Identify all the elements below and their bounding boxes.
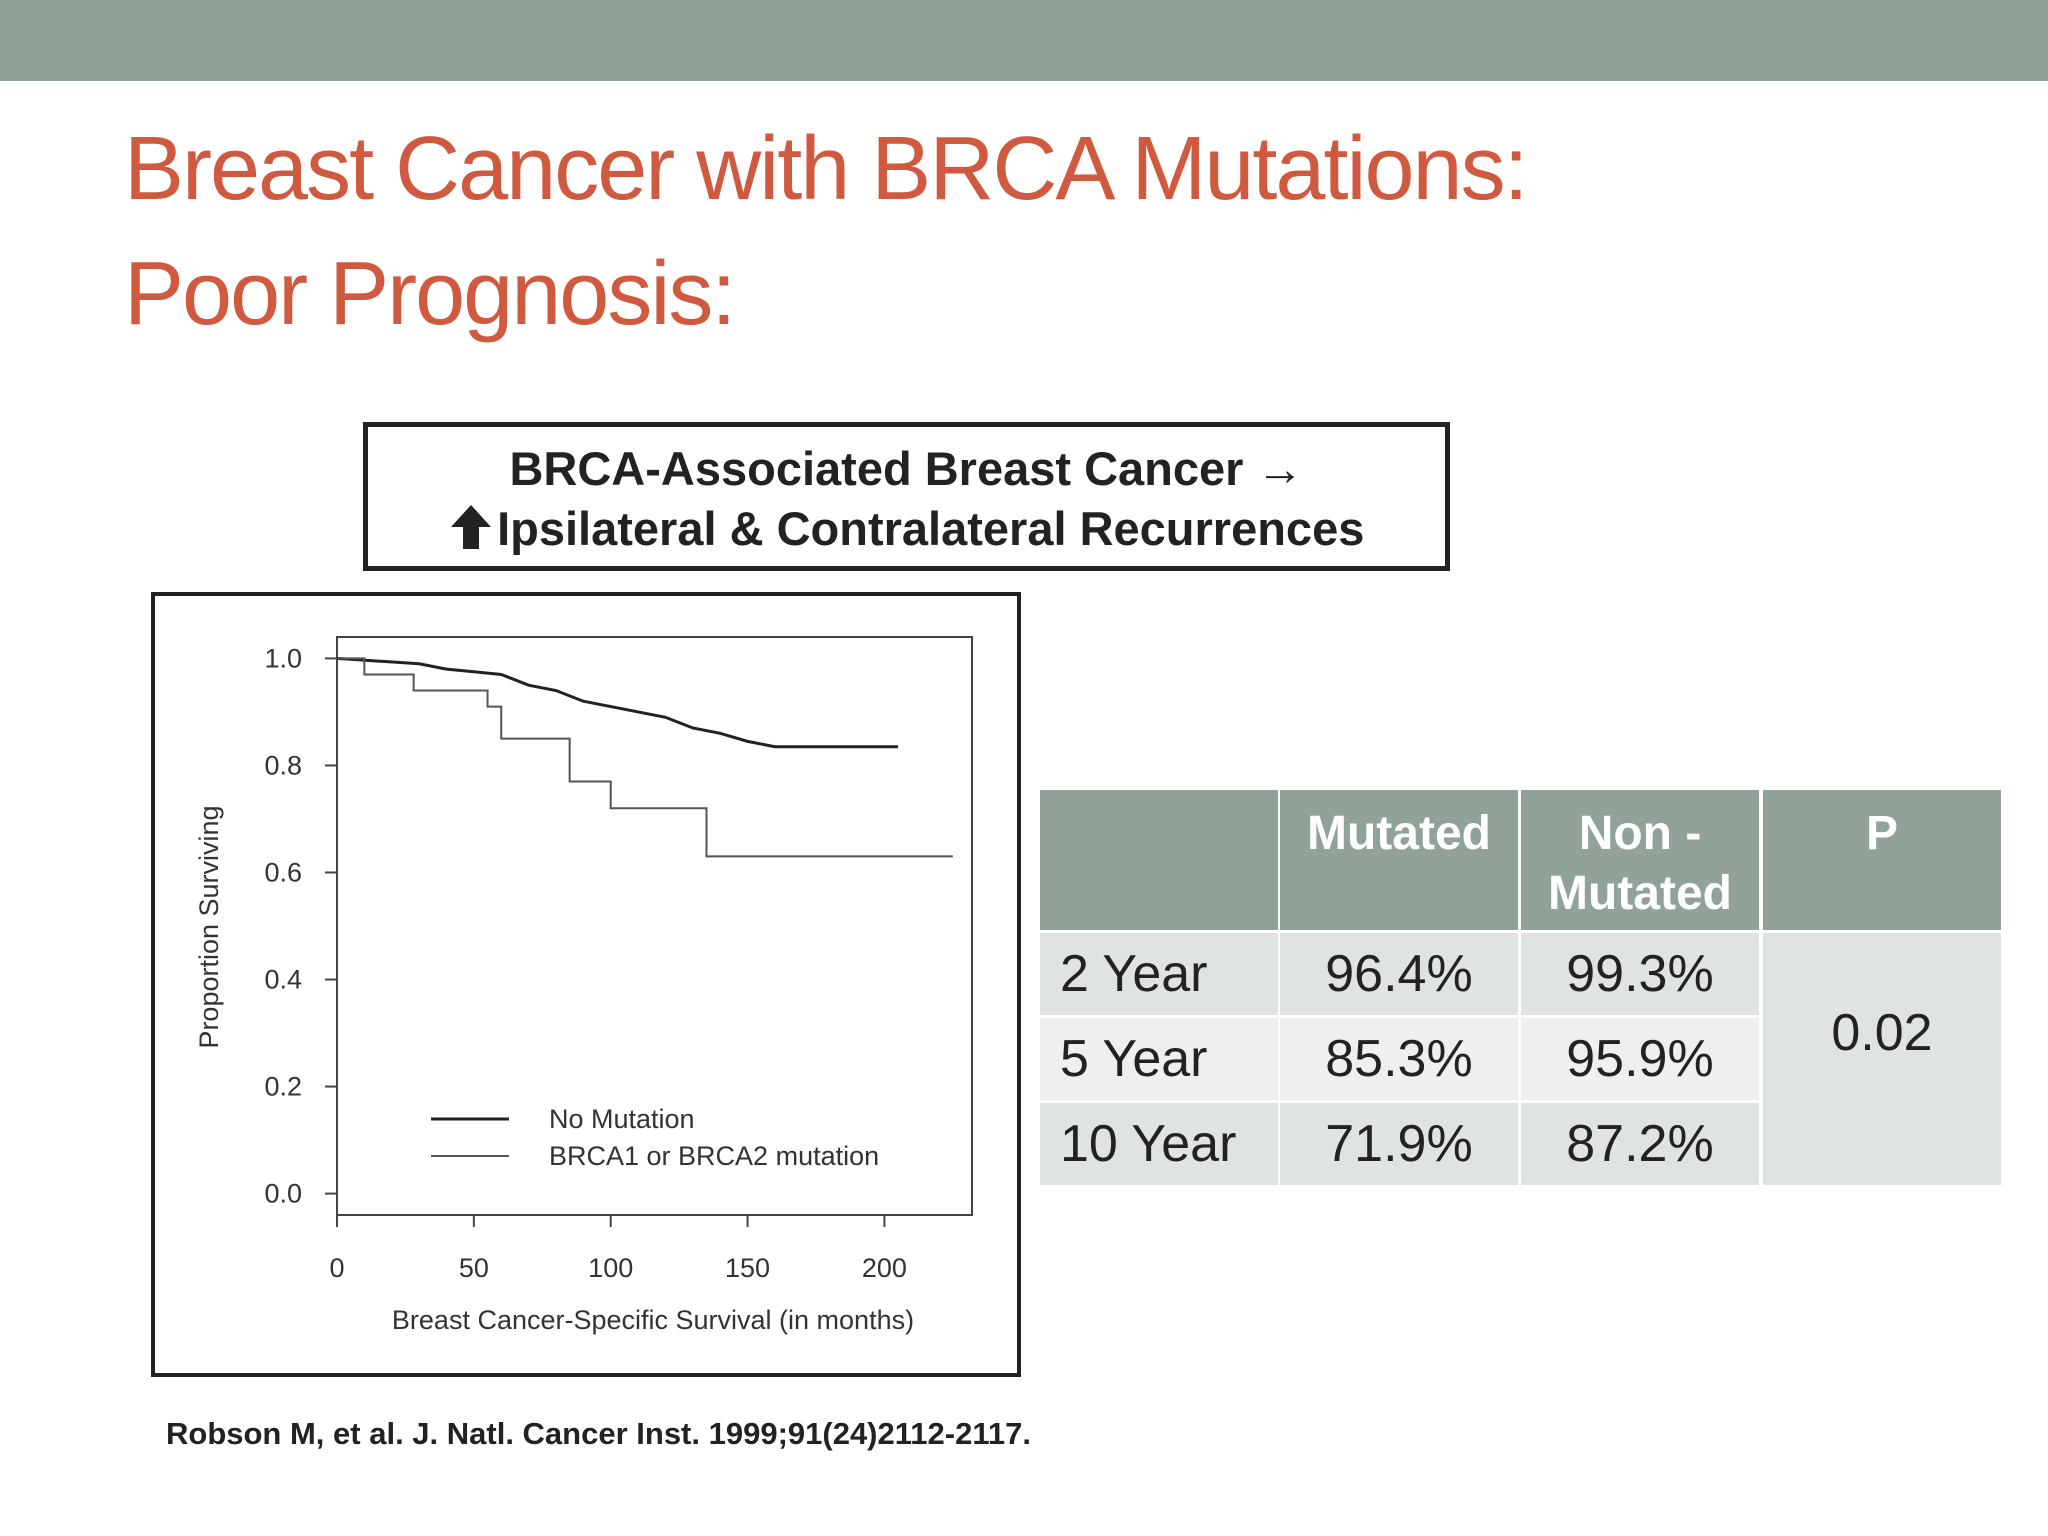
y-axis-title: Proportion Surviving: [194, 805, 224, 1048]
row-label: 5 Year: [1040, 1018, 1278, 1100]
p-value-cell: 0.02: [1763, 933, 2001, 1185]
value-cell: 71.9%: [1280, 1103, 1518, 1185]
up-arrow-icon: [450, 505, 491, 549]
callout-box: BRCA-Associated Breast Cancer → Ipsilate…: [363, 422, 1450, 571]
title-line: Poor Prognosis:: [124, 244, 736, 344]
value-cell: 85.3%: [1280, 1018, 1518, 1100]
y-tick-label: 0.4: [264, 965, 302, 995]
chart-frame: [151, 592, 1021, 1377]
x-tick-label: 150: [725, 1253, 770, 1283]
survival-curve: [336, 656, 899, 749]
header-cell: P: [1763, 790, 2001, 930]
y-tick-label: 1.0: [264, 643, 302, 673]
x-tick-label: 0: [329, 1253, 344, 1283]
x-tick-label: 200: [862, 1253, 907, 1283]
survival-curve: [337, 657, 953, 858]
title-line: Breast Cancer with BRCA Mutations:: [124, 119, 1529, 219]
plot-frame: [336, 636, 973, 1216]
header-cell: Non - Mutated: [1521, 790, 1759, 930]
value-cell: 96.4%: [1280, 933, 1518, 1015]
header-cell: [1040, 790, 1278, 930]
y-tick-label: 0.8: [264, 750, 302, 780]
x-axis-title: Breast Cancer-Specific Survival (in mont…: [392, 1305, 914, 1335]
value-cell: 87.2%: [1521, 1103, 1759, 1185]
row-label: 10 Year: [1040, 1103, 1278, 1185]
legend-label: BRCA1 or BRCA2 mutation: [549, 1141, 879, 1171]
callout-line: Ipsilateral & Contralateral Recurrences: [497, 502, 1365, 555]
y-tick-label: 0.6: [264, 857, 302, 887]
top-bar: [0, 0, 2048, 81]
header-cell: Mutated: [1280, 790, 1518, 930]
y-tick-label: 0.2: [264, 1072, 302, 1102]
row-label: 2 Year: [1040, 933, 1278, 1015]
value-cell: 99.3%: [1521, 933, 1759, 1015]
legend-label: No Mutation: [549, 1104, 695, 1134]
value-cell: 95.9%: [1521, 1018, 1759, 1100]
callout-line: BRCA-Associated Breast Cancer →: [509, 442, 1304, 495]
y-tick-label: 0.0: [264, 1179, 302, 1209]
callout-row: Ipsilateral & Contralateral Recurrences: [368, 501, 1445, 556]
citation: Robson M, et al. J. Natl. Cancer Inst. 1…: [166, 1416, 1031, 1451]
x-tick-label: 100: [588, 1253, 633, 1283]
x-tick-label: 50: [459, 1253, 489, 1283]
